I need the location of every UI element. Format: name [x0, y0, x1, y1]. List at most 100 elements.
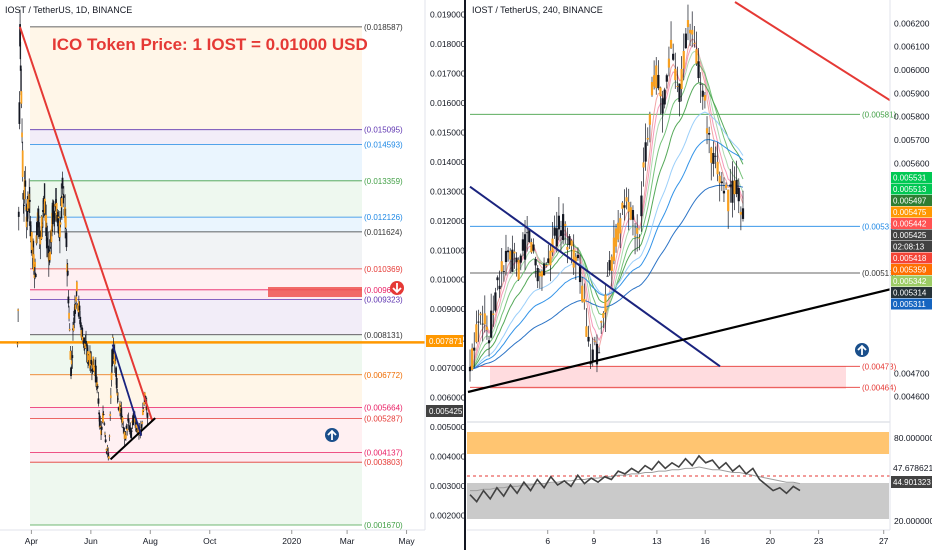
candle-body: [564, 223, 567, 227]
svg-text:0.007871: 0.007871: [429, 337, 463, 346]
candle-body: [76, 305, 79, 307]
price-tag-label: 0.005342: [893, 277, 927, 286]
candle-body: [661, 98, 664, 114]
candle-body: [79, 319, 82, 325]
rsi-pane[interactable]: 80.000000 20.000000: [467, 421, 932, 526]
candle-body: [595, 343, 599, 365]
candle-body: [714, 155, 717, 157]
candle-body: [468, 366, 472, 372]
candle-body: [52, 201, 55, 211]
candle-body: [473, 347, 476, 351]
rsi-value-tag: 44.901323: [891, 476, 932, 488]
candle-body: [97, 398, 100, 404]
candle-body: [87, 355, 90, 361]
candle-body: [667, 58, 671, 68]
candle-body: [481, 323, 484, 325]
price-tick-label: 0.006000: [430, 393, 466, 403]
price-tag: 0.005314: [891, 287, 932, 298]
time-tick-label: 13: [652, 536, 662, 546]
candle-body: [542, 263, 546, 276]
candle-body: [576, 254, 580, 259]
candle-body: [597, 352, 601, 354]
candle-body: [78, 305, 81, 311]
candle-body: [475, 324, 478, 343]
rsi-value-tag: 47.678621: [891, 462, 932, 474]
price-tag-box: [891, 206, 932, 218]
price-tick-label: 0.009000: [430, 304, 466, 314]
candle-body: [19, 24, 21, 47]
price-tag-box: [891, 264, 932, 275]
candle-body: [517, 259, 520, 280]
candle-body: [55, 202, 58, 221]
wedge-trendline: [111, 344, 143, 437]
right-time-axis[interactable]: 6 9 13 16 20 23 27: [467, 529, 890, 546]
candle-body: [716, 161, 719, 175]
candle-body: [570, 240, 573, 247]
time-tick-label: Mar: [340, 536, 355, 546]
candle-body: [70, 360, 73, 365]
right-price-axis[interactable]: 0.006200 0.006100 0.006000 0.005900 0.005800…: [889, 0, 930, 530]
price-tag: 0.005442: [891, 218, 932, 229]
fib-band: [30, 407, 362, 419]
candle-body: [107, 452, 110, 458]
candle-body: [684, 33, 687, 49]
candle-body: [135, 424, 138, 429]
price-tag: 02:08:13: [891, 241, 932, 252]
candle-body: [678, 83, 681, 102]
ema-line: [469, 111, 744, 370]
candle-body: [92, 356, 95, 369]
candle-body: [547, 258, 550, 263]
candle-body: [659, 87, 662, 97]
candle-body: [28, 199, 31, 202]
chart-annotation: ICO Token Price: 1 IOST = 0.01000 USD: [52, 35, 368, 54]
left-price-axis[interactable]: 0.019000 0.018000 0.017000 0.016000 0.015000…: [424, 0, 466, 530]
candle-body: [40, 216, 43, 239]
candle-body: [625, 197, 628, 202]
candle-body: [50, 229, 53, 243]
price-tick-label: 0.002000: [430, 510, 466, 520]
right-chart-header: IOST / TetherUS, 240, BINANCE: [472, 5, 603, 15]
candle-body: [676, 86, 679, 87]
candle-body: [669, 39, 673, 49]
candle-body: [47, 245, 50, 248]
candle-body: [64, 216, 67, 228]
candle-body: [66, 264, 68, 272]
candle-body: [737, 187, 740, 202]
price-tag-label: 0.005475: [893, 208, 927, 217]
candle-body: [572, 249, 575, 268]
fib-level-label: (0.009323): [364, 296, 403, 305]
candle-body: [526, 232, 529, 234]
candle-body: [686, 20, 690, 28]
candle-body: [106, 447, 109, 449]
candle-body: [109, 414, 112, 417]
price-tick-label: 0.005700: [894, 135, 930, 145]
price-level-label: (0.00533): [862, 222, 897, 231]
candle-body: [568, 236, 571, 246]
svg-text:47.678621: 47.678621: [893, 463, 932, 473]
candle-body: [111, 349, 114, 367]
fib-band: [30, 289, 362, 300]
right-chart-panel[interactable]: (0.00581) (0.00533) (0.00513) (0.00473) (0.0…: [467, 0, 932, 550]
candle-body: [722, 190, 726, 194]
fib-band: [30, 268, 362, 290]
left-chart-panel[interactable]: (0.018587) (0.015095) (0.014593) (0.013359)…: [0, 0, 466, 550]
fib-level-label: (0.012126): [364, 213, 403, 222]
candle-body: [26, 203, 29, 222]
candle-body: [54, 203, 57, 207]
candle-body: [25, 207, 27, 210]
candle-body: [81, 336, 84, 344]
left-time-axis[interactable]: Apr Jun Aug Oct 2020 Mar May: [0, 529, 425, 546]
fib-band: [30, 299, 362, 335]
candle-body: [68, 312, 70, 319]
fib-band: [30, 180, 362, 218]
support-zone: [490, 366, 846, 389]
candle-body: [141, 422, 144, 424]
candle-body: [523, 234, 527, 260]
candle-body: [102, 413, 105, 415]
ascending-trendline: [467, 288, 891, 394]
candle-body: [108, 435, 111, 437]
candle-body: [733, 180, 736, 195]
candle-body: [663, 89, 666, 105]
candle-body: [123, 428, 125, 430]
price-tick-label: 0.005800: [894, 112, 930, 122]
